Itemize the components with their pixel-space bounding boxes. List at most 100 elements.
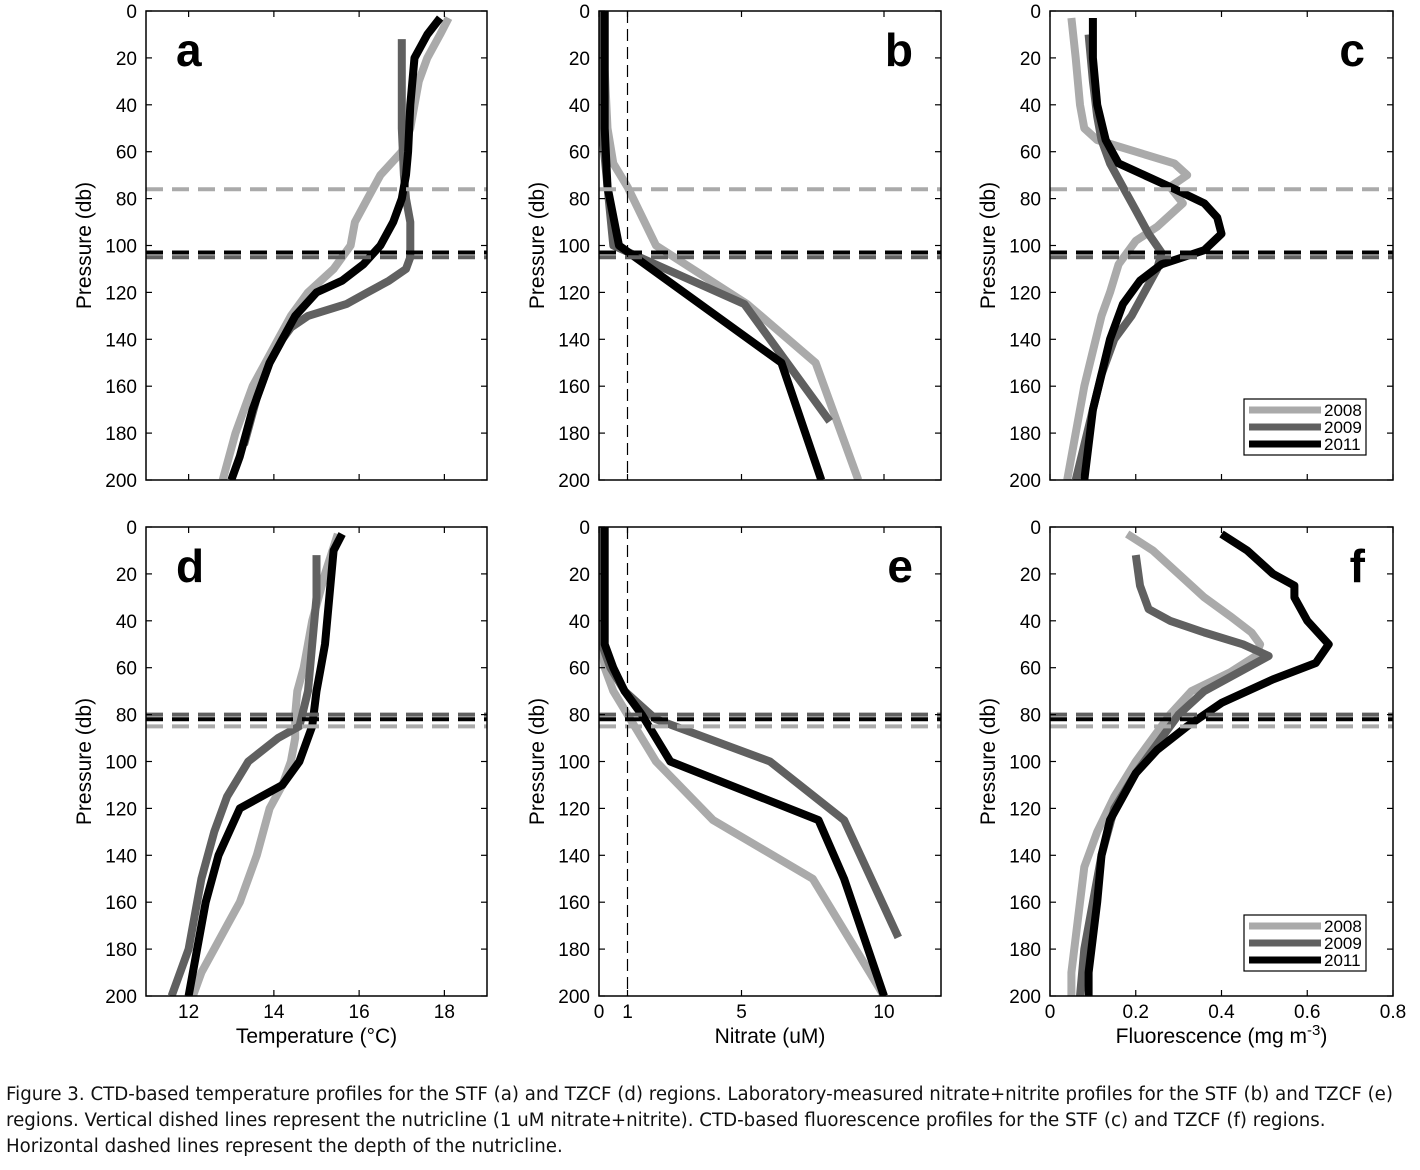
- y-tick-label: 80: [569, 190, 590, 211]
- panel-letter-c: c: [1339, 24, 1365, 76]
- y-tick-label: 140: [1009, 846, 1041, 867]
- legend-label-2008: 2008: [1324, 917, 1362, 936]
- y-tick-label: 160: [1009, 893, 1041, 914]
- y-tick-label: 20: [1020, 49, 1041, 70]
- y-tick-label: 60: [1020, 143, 1041, 164]
- y-tick-label: 200: [1009, 471, 1041, 492]
- y-tick-label: 0: [579, 518, 590, 539]
- y-tick-label: 200: [558, 471, 590, 492]
- y-tick-label: 40: [116, 612, 137, 633]
- y-tick-label: 20: [1020, 565, 1041, 586]
- y-tick-label: 120: [558, 283, 590, 304]
- y-tick-label: 0: [1030, 2, 1041, 23]
- y-tick-label: 100: [1009, 753, 1041, 774]
- y-tick-label: 140: [105, 846, 137, 867]
- y-axis-label: Pressure (db): [977, 698, 1000, 825]
- y-tick-label: 20: [116, 49, 137, 70]
- y-tick-label: 20: [569, 565, 590, 586]
- y-tick-label: 120: [558, 799, 590, 820]
- y-tick-label: 160: [105, 377, 137, 398]
- panel-letter-e: e: [887, 540, 913, 592]
- panel-c: 0 20 40 60 80 100 120 140 160 180 200 Pressure (db)…: [977, 2, 1394, 492]
- y-tick-label: 100: [105, 237, 137, 258]
- y-axis-label: Pressure (db): [526, 182, 549, 309]
- y-tick-label: 200: [558, 987, 590, 1008]
- series-line-b-2011: [600, 11, 826, 480]
- y-tick-label: 0: [579, 2, 590, 23]
- y-axis-label: Pressure (db): [73, 698, 96, 825]
- panel-letter-d: d: [176, 540, 204, 592]
- legend-label-2009: 2009: [1324, 418, 1362, 437]
- series-line-c-2008: [1063, 17, 1192, 480]
- y-axis-label: Pressure (db): [977, 182, 1000, 309]
- y-tick-label: 100: [558, 753, 590, 774]
- x-tick-label: 1: [622, 1002, 633, 1023]
- y-tick-label: 180: [1009, 940, 1041, 961]
- panel-d: 0 20 40 60 80 100 120 140 160 180 200 12 14 16 18 Press…: [73, 518, 488, 1048]
- legend-label-2009: 2009: [1324, 934, 1362, 953]
- y-tick-label: 120: [1009, 283, 1041, 304]
- legend-label-2008: 2008: [1324, 401, 1362, 420]
- series-line-c-2011: [1080, 18, 1226, 480]
- panel-letter-f: f: [1350, 540, 1366, 592]
- y-tick-label: 160: [105, 893, 137, 914]
- y-tick-label: 140: [1009, 330, 1041, 351]
- y-tick-label: 100: [105, 753, 137, 774]
- y-tick-label: 60: [1020, 659, 1041, 680]
- y-tick-label: 20: [569, 49, 590, 70]
- y-tick-label: 80: [116, 706, 137, 727]
- panel-letter-a: a: [176, 24, 202, 76]
- panel-a: 0 20 40 60 80 100 120 140 160 180 200 Pressure (db)…: [73, 2, 488, 492]
- x-axis-label: Temperature (°C): [236, 1025, 397, 1048]
- y-tick-label: 180: [105, 940, 137, 961]
- y-tick-label: 80: [1020, 190, 1041, 211]
- y-tick-label: 0: [126, 2, 137, 23]
- x-tick-label: 0.8: [1380, 1002, 1406, 1023]
- y-tick-label: 60: [116, 143, 137, 164]
- x-tick-label: 0: [594, 1002, 605, 1023]
- x-tick-label: 5: [736, 1002, 747, 1023]
- y-tick-label: 40: [569, 96, 590, 117]
- y-tick-label: 80: [1020, 706, 1041, 727]
- legend-label-2011: 2011: [1324, 951, 1361, 970]
- series-line-f-2011: [1084, 530, 1333, 996]
- x-tick-label: 0.4: [1208, 1002, 1235, 1023]
- axes-box-b: [598, 10, 942, 481]
- y-tick-label: 180: [558, 940, 590, 961]
- y-tick-label: 140: [105, 330, 137, 351]
- y-tick-label: 120: [1009, 799, 1041, 820]
- y-tick-label: 40: [1020, 612, 1041, 633]
- y-tick-label: 160: [558, 377, 590, 398]
- panel-b: 0 20 40 60 80 100 120 140 160 180 200 Pressure (db)…: [526, 2, 942, 492]
- y-tick-label: 200: [1009, 987, 1041, 1008]
- series-line-b-2009: [599, 11, 834, 424]
- y-tick-label: 120: [105, 283, 137, 304]
- x-axis-label: Fluorescence (mg m-3): [1116, 1022, 1328, 1049]
- x-tick-label: 0.2: [1123, 1002, 1149, 1023]
- x-tick-label: 0.6: [1294, 1002, 1320, 1023]
- y-tick-label: 200: [105, 471, 137, 492]
- x-tick-label: 12: [178, 1002, 199, 1023]
- y-tick-label: 100: [1009, 237, 1041, 258]
- y-tick-label: 40: [569, 612, 590, 633]
- y-tick-label: 60: [116, 659, 137, 680]
- y-tick-label: 80: [116, 190, 137, 211]
- y-axis-label: Pressure (db): [526, 698, 549, 825]
- y-tick-label: 180: [558, 424, 590, 445]
- y-tick-label: 80: [569, 706, 590, 727]
- y-tick-label: 120: [105, 799, 137, 820]
- panel-letter-b: b: [885, 24, 913, 76]
- y-tick-label: 0: [126, 518, 137, 539]
- x-tick-label: 14: [263, 1002, 285, 1023]
- y-tick-label: 140: [558, 330, 590, 351]
- x-tick-label: 0: [1045, 1002, 1056, 1023]
- series-line-e-2009: [599, 527, 902, 940]
- y-tick-label: 160: [1009, 377, 1041, 398]
- y-tick-label: 20: [116, 565, 137, 586]
- x-tick-label: 16: [349, 1002, 370, 1023]
